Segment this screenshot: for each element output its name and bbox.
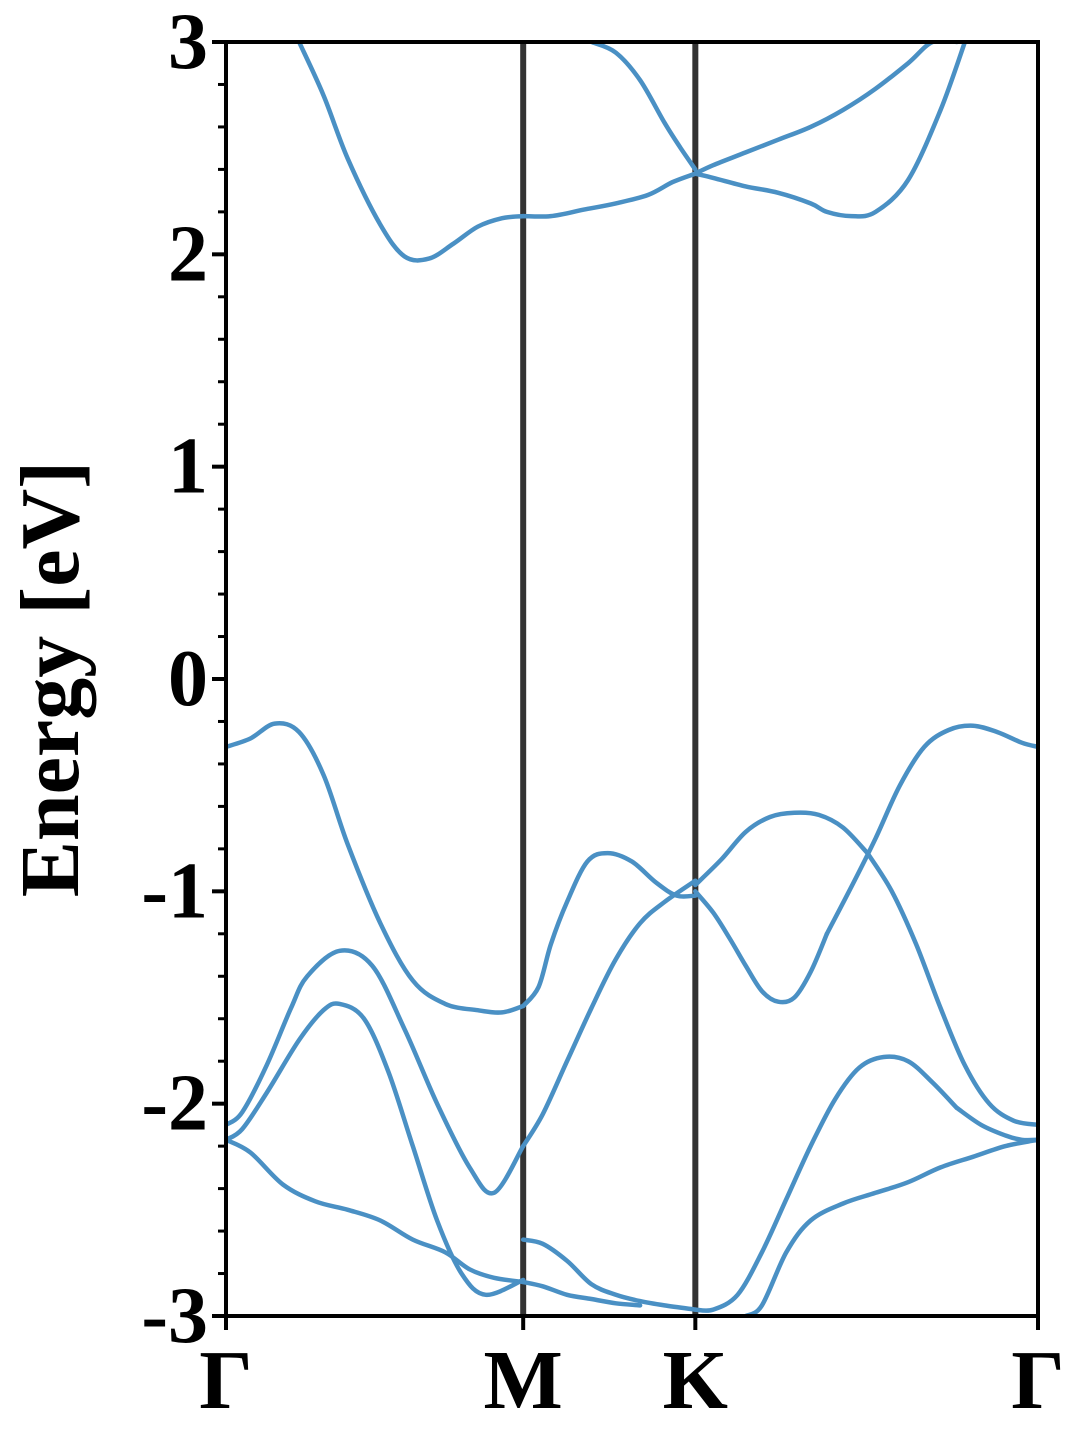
band-line-12 xyxy=(693,889,830,1005)
y-tick-label: -2 xyxy=(141,1060,208,1148)
x-tick-label: Γ xyxy=(199,1334,252,1427)
band-line-9 xyxy=(520,1279,643,1308)
y-tick-label: 2 xyxy=(168,210,208,298)
band-line-4 xyxy=(226,721,526,1015)
band-lines xyxy=(226,42,1038,1316)
band-line-7 xyxy=(520,878,698,1149)
high-symmetry-lines xyxy=(520,42,699,1316)
y-ticks: -3 -2 -1 0 1 2 3 xyxy=(141,0,226,1360)
x-tick-label: M xyxy=(484,1334,563,1427)
axes xyxy=(224,40,1040,1318)
y-tick-label: 3 xyxy=(168,0,208,86)
band-line-19 xyxy=(865,850,1038,1128)
band-line-11 xyxy=(589,42,698,172)
y-tick-label: -1 xyxy=(141,847,208,935)
y-axis-title: Energy [eV] xyxy=(4,461,97,897)
band-line-5 xyxy=(296,42,526,263)
band-line-15 xyxy=(743,1137,1038,1316)
y-tick-label: 0 xyxy=(168,635,208,723)
band-line-20 xyxy=(954,1105,1038,1143)
band-line-8 xyxy=(520,1237,698,1312)
band-line-6 xyxy=(520,850,698,1009)
x-tick-label: K xyxy=(663,1334,728,1427)
band-line-2 xyxy=(226,1001,526,1298)
band-line-17 xyxy=(693,42,968,219)
y-tick-label: 1 xyxy=(168,423,208,511)
band-line-14 xyxy=(693,1054,960,1313)
x-tick-label: Γ xyxy=(1011,1334,1064,1427)
band-line-16 xyxy=(693,42,960,176)
y-tick-label: -3 xyxy=(141,1272,208,1360)
band-line-18 xyxy=(824,723,1038,937)
band-line-3 xyxy=(226,1137,526,1285)
band-line-10 xyxy=(520,171,698,219)
band-line-1 xyxy=(226,948,526,1196)
plot-frame xyxy=(224,40,1040,1318)
band-line-13 xyxy=(693,810,870,888)
